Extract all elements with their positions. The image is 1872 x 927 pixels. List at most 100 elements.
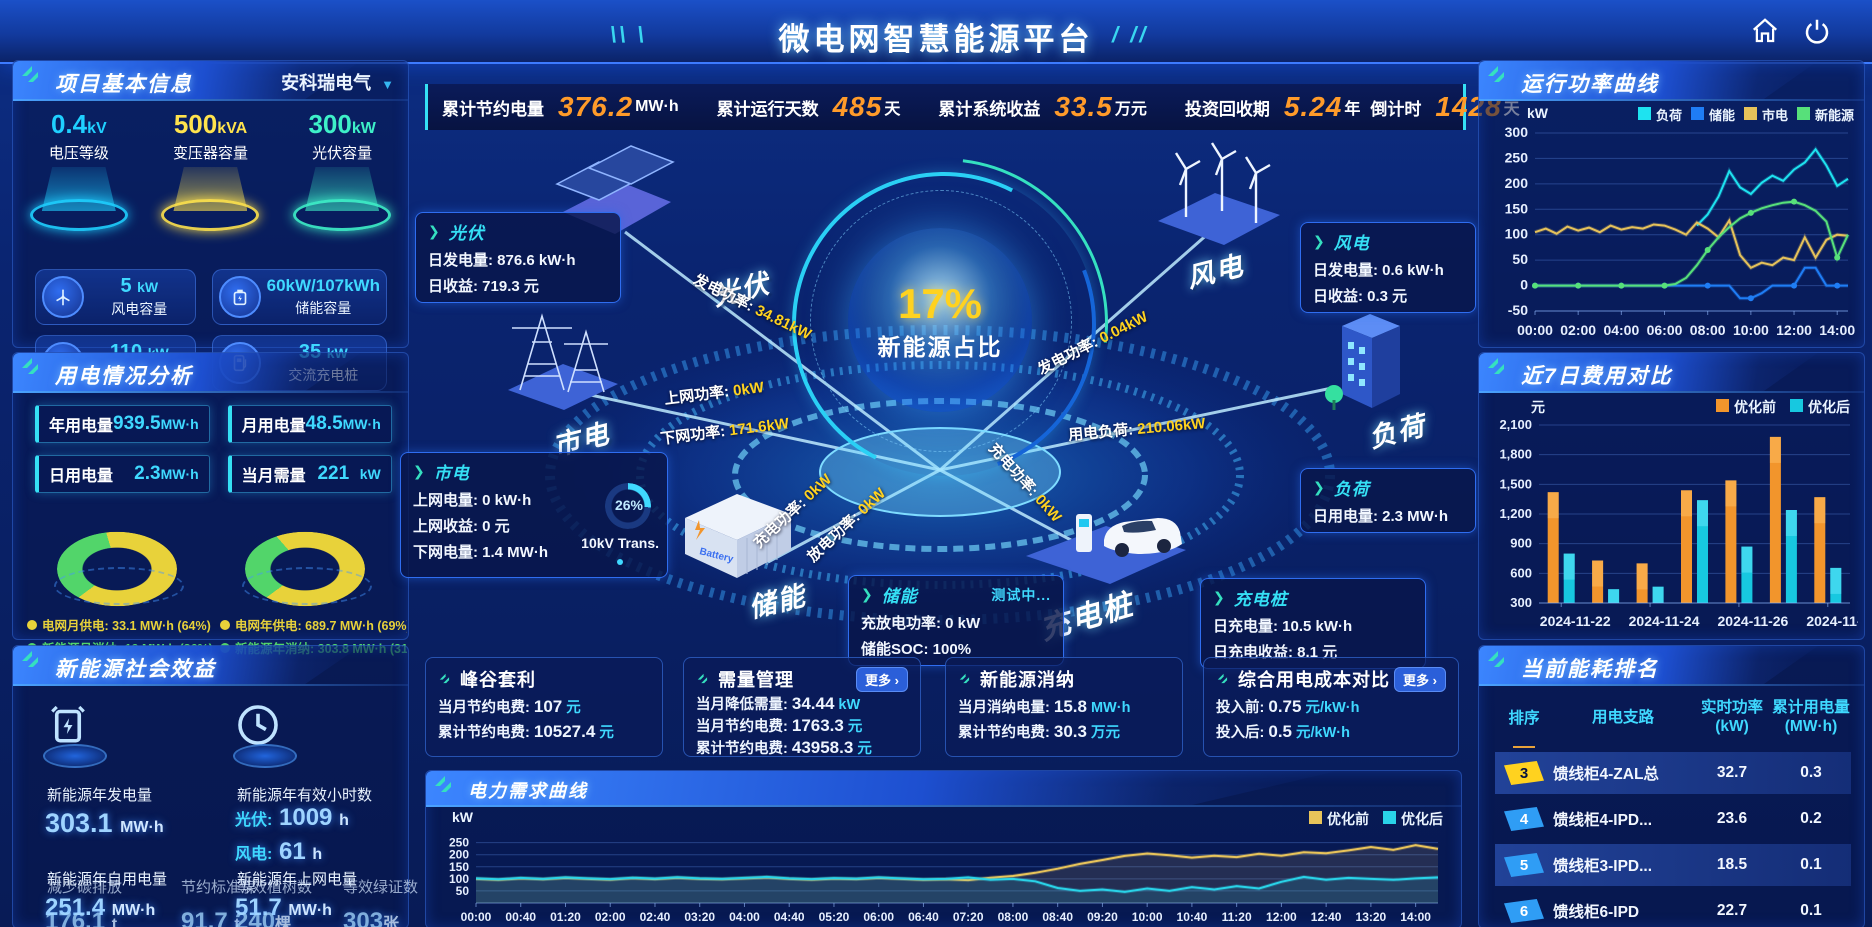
header-underline — [13, 391, 408, 393]
realtime-power: 23.6 — [1716, 810, 1748, 827]
project-selector-value: 安科瑞电气 — [281, 73, 372, 93]
rank-badge: 4 — [1504, 807, 1544, 831]
trees-value: 240棵 — [235, 908, 292, 927]
total-energy: 0.1 — [1800, 856, 1822, 873]
svg-text:00:00: 00:00 — [1517, 322, 1553, 338]
svg-text:05:20: 05:20 — [819, 910, 850, 924]
svg-text:10:40: 10:40 — [1177, 910, 1208, 924]
home-icon[interactable] — [1750, 16, 1780, 46]
panel-usage-header: 用电情况分析 — [13, 353, 408, 393]
legend-swatch — [1790, 399, 1803, 412]
card-corner-icon — [959, 673, 970, 684]
panel-project-info-header: 项目基本信息 安科瑞电气 ▼ — [13, 61, 408, 101]
legend-item-before: 优化前 — [1309, 809, 1369, 829]
pv-box-line: 日收益: 719.3 元 — [428, 278, 539, 295]
panel-corner-icon — [1488, 651, 1504, 667]
title-decoration-left: \\ \ — [610, 22, 647, 47]
svg-text:10:00: 10:00 — [1733, 322, 1769, 338]
cost-chart: 2,100 1,800 1,500 1,200 900 600 300 2024-11-22 2… — [1499, 419, 1858, 629]
renewable-share-sphere: 17% 新能源占比 — [848, 228, 1032, 412]
cost-legend: 优化前 优化后 — [1716, 397, 1850, 417]
ranking-table: 排序 用电支路 实时功率 (kW) 累计用电量 (MW·h) 3 馈线柜4-ZAL总… — [1495, 698, 1851, 927]
header-band — [1479, 61, 1818, 99]
storage-box-line: 充放电功率: 0 kW — [861, 615, 981, 632]
card-line: 累计节约电费: 30.3 万元 — [958, 722, 1120, 741]
panel-title: 新能源社会效益 — [55, 658, 216, 681]
legend-swatch — [1743, 107, 1757, 120]
svg-text:12:00: 12:00 — [1266, 910, 1297, 924]
wind-box-line: 日收益: 0.3 元 — [1313, 288, 1408, 305]
realtime-power: 32.7 — [1716, 764, 1748, 781]
svg-text:03:20: 03:20 — [684, 910, 715, 924]
panel-title: 项目基本信息 — [55, 73, 193, 96]
card-corner-icon — [1217, 673, 1228, 684]
svg-text:02:00: 02:00 — [1560, 322, 1596, 338]
header-bar: \\ \ 微电网智慧能源平台 / // — [0, 0, 1872, 64]
svg-text:10:00: 10:00 — [1132, 910, 1163, 924]
renewable-share-value: 17% — [897, 280, 983, 327]
header-underline — [1479, 684, 1864, 686]
power-icon[interactable] — [1802, 16, 1832, 46]
chevron-right-icon: ❯ — [413, 463, 426, 479]
svg-text:14:00: 14:00 — [1819, 322, 1855, 338]
legend-dot — [27, 619, 37, 630]
grid-towers-graphic — [508, 313, 618, 410]
title-decoration-right: / // — [1112, 22, 1149, 47]
more-button[interactable]: 更多 › — [856, 666, 908, 692]
kpi-label: 累计运行天数 — [716, 99, 819, 119]
header-band — [13, 646, 361, 684]
svg-text:250: 250 — [449, 836, 469, 850]
total-energy: 0.2 — [1800, 810, 1822, 827]
trees-label: 等效植树数 — [237, 879, 313, 896]
generation-pedestal-icon — [41, 698, 107, 768]
card-title: 需量管理 — [718, 670, 794, 690]
self-use-label: 新能源年自用电量 — [47, 871, 168, 888]
panel-demand-curve: 电力需求曲线 kW 优化前 优化后 250 200 150 100 50 00:00 00:… — [425, 770, 1462, 927]
svg-text:06:00: 06:00 — [1647, 322, 1683, 338]
certs-label: 等效绿证数 — [343, 879, 419, 896]
storage-info-box: ❯ 储能 测试中... 充放电功率: 0 kW 储能SOC: 100% — [848, 575, 1064, 666]
ranking-row[interactable]: 6 馈线柜6-IPD 22.7 0.1 — [1495, 890, 1851, 927]
panel-usage-analysis: 用电情况分析 年用电量 939.5MW·h 月用电量 48.5MW·h 日用电量 2.… — [12, 352, 409, 656]
pv-hours: 光伏: 1009 h — [235, 804, 349, 831]
more-button[interactable]: 更多 › — [1394, 666, 1446, 692]
ranking-table-header: 排序 用电支路 实时功率 (kW) 累计用电量 (MW·h) — [1495, 698, 1851, 738]
card-line: 当月消纳电量: 15.8 MW·h — [958, 697, 1131, 716]
card-cost-comparison: 综合用电成本对比 更多 › 投入前: 0.75 元/kW·h 投入后: 0.5 元… — [1203, 657, 1459, 757]
kpi-unit: 年 — [1344, 101, 1361, 118]
panel-corner-icon — [1488, 66, 1504, 82]
ranking-row[interactable]: 3 馈线柜4-ZAL总 32.7 0.3 — [1495, 752, 1851, 794]
page-title: 微电网智慧能源平台 — [778, 22, 1094, 57]
svg-text:13:20: 13:20 — [1356, 910, 1387, 924]
ranking-row[interactable]: 5 馈线柜3-IPD... 18.5 0.1 — [1495, 844, 1851, 886]
card-line: 当月节约电费: 107 元 — [438, 697, 581, 716]
wind-turbine-icon — [42, 276, 84, 318]
legend-item-storage: 储能 — [1690, 105, 1735, 124]
project-selector[interactable]: 安科瑞电气 ▼ — [281, 69, 394, 95]
ev-charger-graphic — [1026, 514, 1186, 584]
ranking-row[interactable]: 4 馈线柜4-IPD... 23.6 0.2 — [1495, 798, 1851, 840]
svg-text:0: 0 — [1520, 277, 1528, 293]
cone-label: 光伏容量 — [312, 145, 373, 162]
svg-text:12:00: 12:00 — [1776, 322, 1812, 338]
load-box-title: ❯ 负荷 — [1313, 479, 1370, 499]
wind-turbines-graphic — [1158, 142, 1280, 245]
kpi-label: 累计节约电量 — [442, 99, 544, 119]
battery-icon — [218, 276, 261, 318]
charger-box-line: 日充电收益: 8.1 元 — [1213, 644, 1338, 661]
cone-ring — [161, 199, 260, 231]
kpi-label: 投资回收期 — [1184, 99, 1270, 119]
legend-swatch — [1716, 399, 1729, 412]
legend-dot — [220, 619, 230, 630]
svg-text:2024-11-26: 2024-11-26 — [1718, 613, 1789, 629]
kpi-label: 累计系统收益 — [938, 99, 1041, 119]
branch-name: 馈线柜4-IPD... — [1553, 812, 1653, 829]
svg-text:08:40: 08:40 — [1042, 910, 1073, 924]
legend-item-after: 优化后 — [1383, 809, 1443, 829]
pill-month-usage: 月用电量 48.5MW·h — [227, 405, 392, 443]
chevron-right-icon: ❯ — [428, 223, 441, 239]
renewable-share-label: 新能源占比 — [877, 334, 1003, 360]
charger-box-line: 日充电量: 10.5 kW·h — [1213, 618, 1353, 635]
cone-ring — [29, 199, 128, 231]
